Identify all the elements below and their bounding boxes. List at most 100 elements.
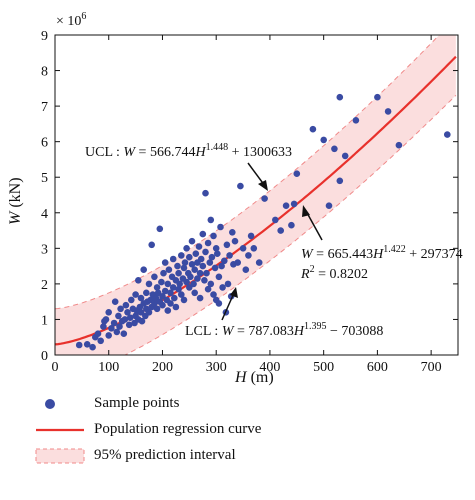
- y-tick-label: 8: [41, 65, 48, 80]
- sample-point: [89, 343, 96, 351]
- sample-point: [336, 93, 344, 101]
- sample-point: [231, 237, 239, 245]
- sample-point: [165, 266, 173, 274]
- y-tick-label: 1: [41, 313, 48, 328]
- x-tick-label: 200: [152, 360, 173, 375]
- sample-point: [245, 252, 252, 259]
- regression-arrow: [302, 205, 323, 241]
- sample-point: [229, 229, 236, 236]
- sample-point: [255, 259, 263, 266]
- sample-point: [111, 298, 119, 306]
- sample-point: [97, 337, 104, 345]
- sample-point: [331, 145, 338, 153]
- sample-point: [161, 259, 169, 266]
- ucl-equation: UCL : W = 566.744H1.448 + 1300633: [85, 142, 292, 160]
- sample-point: [221, 257, 228, 265]
- y-tick-label: 6: [41, 136, 48, 151]
- sample-point: [151, 273, 158, 281]
- lcl-curve: [123, 94, 457, 355]
- sample-point: [201, 277, 208, 284]
- sample-point: [191, 266, 198, 274]
- sample-point: [217, 223, 224, 231]
- sample-point: [290, 200, 298, 208]
- sample-point: [167, 300, 174, 307]
- sample-point: [110, 319, 118, 327]
- sample-point: [159, 301, 166, 309]
- legend-label-sample-points: Sample points: [94, 395, 180, 411]
- y-tick-label: 4: [41, 207, 48, 222]
- legend: Sample points Population regression curv…: [28, 392, 428, 470]
- sample-point: [140, 266, 147, 274]
- scatter-chart: 0 100 200 300 400 500 600 700 0 1 2 3 4 5 6 7 8 9 × 106 H…: [7, 11, 463, 386]
- sample-point: [215, 273, 223, 281]
- x-tick-label: 300: [206, 360, 227, 375]
- sample-point: [145, 309, 153, 316]
- x-tick-label: 600: [367, 360, 388, 375]
- lcl-arrow: [221, 287, 238, 321]
- sample-point: [183, 245, 190, 252]
- y-tick-label: 7: [41, 100, 48, 115]
- ucl-curve: [55, 35, 440, 310]
- sample-point: [115, 312, 122, 320]
- sample-point: [113, 328, 121, 336]
- sample-point: [121, 316, 129, 323]
- sample-point: [444, 131, 451, 138]
- legend-band-marker: [35, 448, 85, 464]
- sample-point: [180, 296, 188, 304]
- sample-point: [175, 285, 182, 293]
- sample-point: [105, 309, 112, 316]
- lcl-equation: LCL : W = 787.083H1.395 − 703088: [185, 321, 383, 339]
- sample-point: [192, 250, 200, 257]
- sample-point: [126, 314, 134, 322]
- sample-point: [143, 289, 150, 297]
- y-tick-label: 0: [41, 349, 48, 364]
- sample-point: [180, 264, 188, 272]
- sample-point: [128, 296, 135, 304]
- sample-point: [183, 278, 190, 286]
- sample-point: [224, 280, 232, 288]
- sample-point: [214, 250, 221, 257]
- sample-point: [325, 202, 333, 209]
- legend-item-sample-points: Sample points: [28, 392, 428, 418]
- sample-point: [117, 305, 124, 313]
- sample-point: [250, 245, 258, 252]
- sample-point: [336, 177, 344, 185]
- sample-point: [176, 280, 183, 288]
- sample-point: [164, 280, 172, 288]
- sample-point: [191, 289, 198, 297]
- sample-point: [199, 230, 207, 238]
- sample-point: [153, 305, 161, 313]
- legend-point-marker: [45, 399, 55, 409]
- sample-point: [153, 284, 161, 291]
- x-tick-label: 100: [98, 360, 119, 375]
- x-axis-label: H (m): [234, 369, 274, 386]
- y-tick-label: 2: [41, 278, 48, 293]
- sample-point: [138, 317, 146, 325]
- legend-item-interval: 95% prediction interval: [28, 444, 428, 470]
- sample-point: [261, 195, 268, 202]
- sample-point: [172, 303, 180, 311]
- sample-point: [210, 232, 217, 240]
- sample-point: [151, 300, 158, 307]
- sample-point: [341, 152, 349, 160]
- sample-point: [288, 221, 295, 229]
- sample-point: [135, 277, 142, 284]
- sample-point: [352, 117, 360, 124]
- sample-point: [212, 245, 220, 252]
- sample-point: [374, 93, 381, 101]
- sample-point: [178, 291, 185, 298]
- sample-point: [210, 291, 217, 298]
- sample-point: [211, 264, 219, 272]
- sample-point: [293, 170, 301, 177]
- sample-point: [384, 108, 392, 115]
- sample-point: [156, 225, 164, 233]
- sample-point: [169, 255, 177, 263]
- sample-point: [160, 269, 167, 277]
- sample-point: [188, 237, 196, 245]
- sample-point: [102, 316, 110, 323]
- sample-point: [169, 284, 177, 291]
- sample-point: [237, 182, 244, 190]
- sample-point: [161, 287, 169, 295]
- sample-point: [282, 202, 290, 209]
- sample-point: [208, 253, 216, 261]
